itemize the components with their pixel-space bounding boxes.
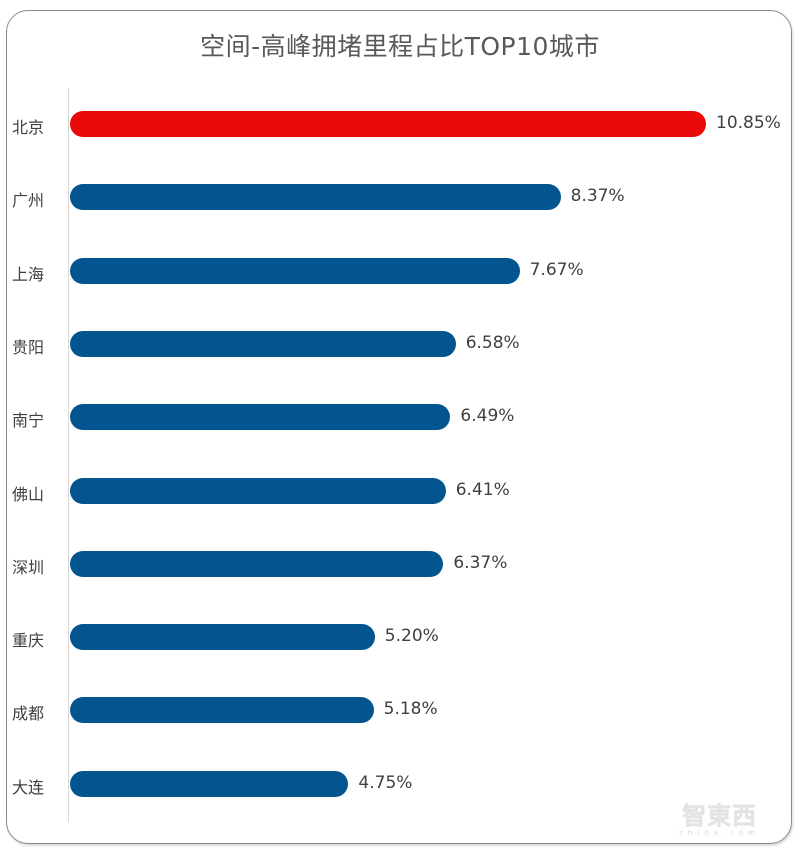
category-label: 北京: [12, 118, 45, 137]
bar-row: 上海 7.67%: [0, 256, 800, 286]
category-label: 重庆: [12, 631, 45, 651]
bar: [70, 404, 451, 431]
value-label: 5.18%: [383, 699, 438, 720]
bar-row: 贵阳 6.58%: [0, 329, 800, 359]
bar: [70, 550, 444, 577]
category-label: 上海: [12, 264, 45, 284]
watermark-text: 智東西: [682, 802, 758, 830]
value-label: 6.37%: [453, 552, 508, 573]
bar-row: 深圳 6.37%: [0, 549, 800, 579]
category-label: 成都: [12, 704, 45, 724]
value-label: 6.58%: [465, 332, 520, 353]
value-label: 8.37%: [570, 186, 625, 207]
watermark-logo: 智東西 zhidx.com: [679, 796, 760, 837]
value-label: 4.75%: [358, 772, 413, 793]
value-label: 6.49%: [460, 406, 515, 427]
category-label: 贵阳: [12, 337, 45, 357]
bar: [70, 477, 446, 504]
category-label: 广州: [12, 191, 45, 211]
bar-row: 重庆 5.20%: [0, 622, 800, 652]
chart-frame: [6, 10, 792, 844]
bar: [70, 770, 349, 797]
bar: [70, 257, 520, 284]
bar-row: 大连 4.75%: [0, 769, 800, 799]
value-label: 5.20%: [384, 626, 439, 647]
value-label: 6.41%: [455, 479, 510, 500]
category-label: 深圳: [12, 557, 45, 577]
bar: [70, 330, 456, 357]
chart-title: 空间-高峰拥堵里程占比TOP10城市: [200, 32, 600, 61]
value-label: 10.85%: [716, 113, 781, 133]
bar-row: 佛山 6.41%: [0, 476, 800, 506]
bar-row: 南宁 6.49%: [0, 402, 800, 432]
category-label: 南宁: [12, 411, 45, 431]
bar-row: 成都 5.18%: [0, 695, 800, 725]
category-label: 佛山: [12, 484, 45, 504]
bar-row: 北京 10.85%: [0, 109, 800, 139]
bar: [70, 184, 561, 211]
bar-highlight: [70, 111, 706, 137]
watermark-url: zhidx.com: [679, 829, 760, 837]
category-axis-line: [68, 88, 69, 822]
value-label: 7.67%: [529, 259, 584, 280]
bar: [70, 697, 374, 724]
bar: [70, 624, 375, 651]
category-label: 大连: [12, 777, 45, 797]
bar-row: 广州 8.37%: [0, 182, 800, 212]
